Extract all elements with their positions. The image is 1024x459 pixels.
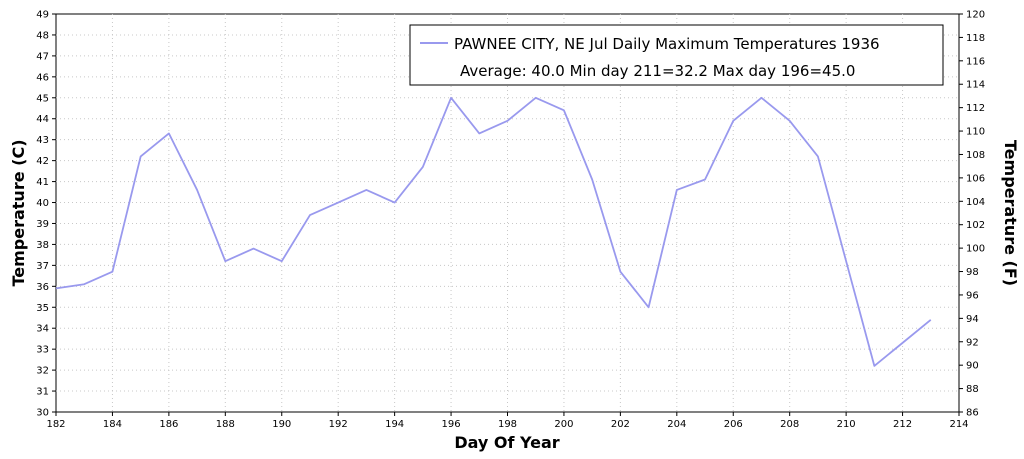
x-axis-title: Day Of Year bbox=[454, 433, 559, 452]
y-left-tick-label: 41 bbox=[36, 177, 49, 188]
y-right-tick-label: 102 bbox=[966, 220, 985, 231]
y-right-tick-label: 114 bbox=[966, 80, 985, 91]
y-left-tick-label: 31 bbox=[36, 387, 49, 398]
y-right-tick-label: 86 bbox=[966, 408, 979, 419]
x-tick-label: 192 bbox=[329, 419, 348, 430]
series-layer bbox=[55, 96, 932, 367]
x-tick-label: 182 bbox=[46, 419, 65, 430]
y-left-tick-label: 46 bbox=[36, 72, 49, 83]
x-tick-label: 188 bbox=[216, 419, 235, 430]
y-left-tick-label: 37 bbox=[36, 261, 49, 272]
y-right-axis-title: Temperature (F) bbox=[1001, 140, 1020, 286]
y-right-tick-label: 112 bbox=[966, 103, 985, 114]
x-tick-label: 198 bbox=[498, 419, 517, 430]
y-left-axis-ticks: 30 31 32 33 34 35 36 37 38 39 40 41 42 43 44 45 46 47 48 49 bbox=[36, 10, 56, 419]
y-left-tick-label: 30 bbox=[36, 408, 49, 419]
x-tick-label: 190 bbox=[272, 419, 291, 430]
x-tick-label: 186 bbox=[159, 419, 178, 430]
y-left-tick-label: 48 bbox=[36, 30, 49, 41]
y-right-tick-label: 90 bbox=[966, 361, 979, 372]
x-tick-label: 212 bbox=[893, 419, 912, 430]
y-right-tick-label: 120 bbox=[966, 10, 985, 21]
y-right-tick-label: 118 bbox=[966, 33, 985, 44]
y-left-tick-label: 33 bbox=[36, 345, 49, 356]
y-right-tick-label: 100 bbox=[966, 244, 985, 255]
y-right-tick-label: 88 bbox=[966, 384, 979, 395]
y-left-tick-label: 36 bbox=[36, 282, 49, 293]
y-left-tick-label: 32 bbox=[36, 366, 49, 377]
x-tick-label: 194 bbox=[385, 419, 404, 430]
y-right-tick-label: 98 bbox=[966, 267, 979, 278]
y-right-tick-label: 94 bbox=[966, 314, 979, 325]
x-tick-label: 200 bbox=[554, 419, 573, 430]
y-left-tick-label: 35 bbox=[36, 303, 49, 314]
y-left-tick-label: 39 bbox=[36, 219, 49, 230]
series-line bbox=[55, 96, 932, 367]
x-tick-label: 214 bbox=[949, 419, 968, 430]
y-left-tick-label: 42 bbox=[36, 156, 49, 167]
x-tick-label: 184 bbox=[103, 419, 122, 430]
x-axis-ticks: 182 184 186 188 190 192 194 196 198 200 202 204 206 2… bbox=[46, 412, 969, 430]
y-right-tick-label: 104 bbox=[966, 197, 985, 208]
legend-stats: Average: 40.0 Min day 211=32.2 Max day 1… bbox=[460, 62, 855, 80]
x-tick-label: 206 bbox=[724, 419, 743, 430]
x-tick-label: 204 bbox=[667, 419, 686, 430]
y-right-axis-ticks: 86 88 90 92 94 96 98 100 102 104 106 108 110 112 114 11… bbox=[959, 10, 985, 419]
y-right-tick-label: 110 bbox=[966, 127, 985, 138]
x-tick-label: 210 bbox=[837, 419, 856, 430]
y-left-tick-label: 43 bbox=[36, 135, 49, 146]
y-left-tick-label: 40 bbox=[36, 198, 49, 209]
y-right-tick-label: 106 bbox=[966, 173, 985, 184]
y-right-tick-label: 116 bbox=[966, 56, 985, 67]
legend-title: PAWNEE CITY, NE Jul Daily Maximum Temper… bbox=[454, 35, 880, 53]
y-left-tick-label: 45 bbox=[36, 93, 49, 104]
x-tick-label: 208 bbox=[780, 419, 799, 430]
y-left-tick-label: 49 bbox=[36, 10, 49, 21]
y-right-tick-label: 92 bbox=[966, 337, 979, 348]
x-tick-label: 196 bbox=[442, 419, 461, 430]
y-left-tick-label: 34 bbox=[36, 324, 49, 335]
legend-box bbox=[409, 24, 944, 86]
y-left-tick-label: 38 bbox=[36, 240, 49, 251]
y-left-axis-title: Temperature (C) bbox=[9, 139, 28, 286]
x-tick-label: 202 bbox=[611, 419, 630, 430]
y-left-tick-label: 47 bbox=[36, 51, 49, 62]
legend: PAWNEE CITY, NE Jul Daily Maximum Temper… bbox=[409, 24, 944, 86]
y-right-tick-label: 96 bbox=[966, 290, 979, 301]
y-left-tick-label: 44 bbox=[36, 114, 49, 125]
y-right-tick-label: 108 bbox=[966, 150, 985, 161]
